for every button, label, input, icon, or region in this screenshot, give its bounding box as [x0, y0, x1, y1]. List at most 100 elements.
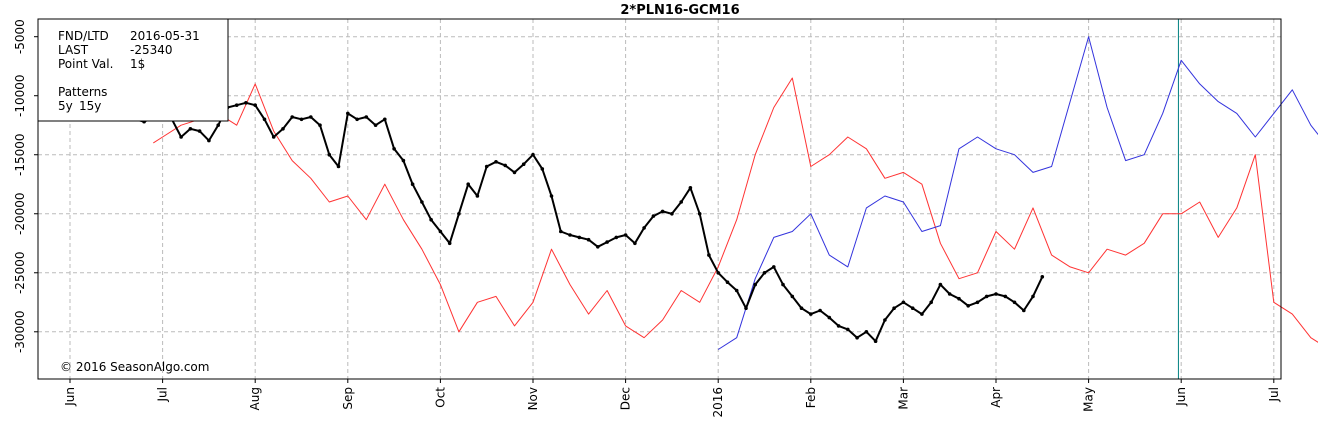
data-point	[1003, 294, 1008, 299]
data-point	[364, 115, 369, 119]
data-point	[327, 152, 332, 157]
data-point	[457, 212, 461, 216]
data-point	[1012, 300, 1017, 305]
data-point	[633, 241, 637, 246]
x-tick-label: May	[1082, 387, 1096, 412]
data-point	[447, 241, 452, 246]
x-tick-label: Jun	[63, 387, 77, 407]
data-point	[920, 312, 924, 316]
data-point	[855, 335, 859, 340]
data-point	[984, 294, 989, 299]
data-point	[207, 138, 211, 143]
data-point	[1031, 294, 1035, 299]
data-point	[540, 167, 545, 171]
y-tick-label: -5000	[13, 19, 27, 54]
y-tick-label: -20000	[13, 192, 27, 235]
data-point	[614, 235, 619, 240]
x-tick-label: Sep	[341, 387, 355, 410]
data-point	[420, 200, 424, 204]
pointval-value: 1$	[130, 57, 145, 71]
data-point	[521, 162, 526, 166]
x-tick-label: Aug	[248, 387, 262, 410]
data-point	[346, 111, 350, 116]
x-tick-label: Nov	[526, 387, 540, 410]
data-point	[262, 117, 267, 122]
data-point	[790, 294, 795, 299]
data-point	[466, 182, 471, 186]
copyright: © 2016 SeasonAlgo.com	[60, 360, 209, 374]
data-point	[179, 135, 183, 139]
data-point	[892, 306, 896, 311]
data-point	[290, 115, 295, 119]
data-point	[734, 288, 739, 293]
data-point	[586, 237, 591, 242]
data-point	[234, 103, 239, 107]
data-point	[772, 265, 776, 269]
data-point	[827, 315, 832, 320]
plot-frame	[37, 18, 1282, 380]
data-point	[929, 300, 933, 305]
data-point	[809, 312, 813, 316]
data-point	[392, 147, 396, 151]
data-point	[975, 300, 980, 305]
grid	[38, 19, 1281, 379]
x-tick-label: Feb	[804, 387, 818, 408]
data-point	[716, 271, 720, 275]
y-tick-label: -25000	[13, 252, 27, 295]
data-point	[744, 306, 748, 311]
data-point	[216, 123, 220, 127]
data-point	[910, 306, 915, 311]
data-point	[197, 129, 202, 133]
data-point	[947, 292, 952, 296]
data-point	[281, 127, 285, 131]
series-line-p5	[153, 77, 1318, 343]
data-point	[901, 300, 906, 305]
patterns-label: Patterns	[58, 85, 107, 99]
data-point	[883, 318, 887, 322]
y-tick-label: -10000	[13, 74, 27, 117]
data-point	[697, 212, 702, 216]
data-point	[429, 217, 433, 222]
data-point	[244, 101, 248, 105]
x-tick-label: Jul	[1267, 387, 1281, 402]
data-point	[679, 200, 683, 204]
data-point	[846, 327, 850, 332]
data-point	[938, 282, 943, 287]
data-point	[299, 117, 304, 122]
fnd-value: 2016-05-31	[130, 29, 200, 43]
data-point	[623, 233, 628, 237]
data-point	[253, 103, 257, 107]
data-point	[475, 194, 480, 198]
data-point	[762, 271, 767, 275]
info-box: FND/LTD 2016-05-31 LAST -25340 Point Val…	[37, 18, 229, 122]
data-point	[188, 127, 193, 131]
data-point	[318, 123, 322, 127]
x-tick-label: Dec	[619, 387, 633, 410]
data-point	[336, 164, 341, 169]
fnd-label: FND/LTD	[58, 29, 109, 43]
data-point	[355, 117, 359, 122]
data-point	[596, 245, 600, 249]
y-tick-label: -15000	[13, 133, 27, 176]
data-point	[688, 186, 693, 190]
data-point	[373, 123, 378, 127]
data-point	[438, 229, 443, 234]
data-point	[531, 152, 535, 157]
data-point	[781, 282, 785, 287]
y-tick-label: -30000	[13, 311, 27, 354]
x-axis: Jun Jul Aug Sep Oct Nov Dec 2016 Feb Mar Apr May Jun…	[63, 379, 1281, 418]
data-point	[494, 160, 498, 164]
last-value: -25340	[130, 43, 173, 57]
series-line-actual	[69, 101, 1044, 343]
data-point	[836, 324, 841, 328]
data-point	[559, 229, 563, 234]
series-line-p15	[717, 36, 1318, 350]
x-tick-label: Jul	[156, 387, 170, 402]
data-point	[957, 296, 961, 301]
legend-15y: 15y	[79, 99, 101, 113]
y-axis: -5000 -10000 -15000 -20000 -25000 -30000	[13, 19, 38, 353]
data-point	[873, 339, 878, 344]
data-point	[670, 212, 674, 216]
pointval-label: Point Val.	[58, 57, 113, 71]
